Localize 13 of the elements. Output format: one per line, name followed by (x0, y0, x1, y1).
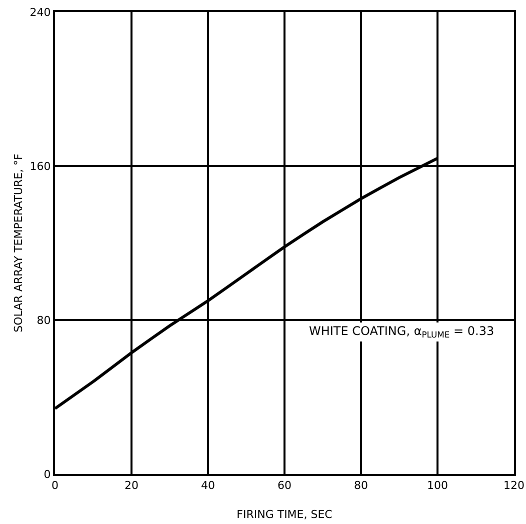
x-tick-label: 80 (354, 479, 368, 492)
x-tick-label: 20 (124, 479, 138, 492)
x-tick-label: 120 (504, 479, 524, 492)
y-axis-title: SOLAR ARRAY TEMPERATURE, °F (12, 154, 25, 332)
y-tick-label: 240 (30, 6, 51, 19)
x-tick-label: 100 (427, 479, 448, 492)
annotation: WHITE COATING, α$_{PLUME}$ = 0.33 (309, 324, 494, 340)
x-axis-title: FIRING TIME, SEC (236, 508, 333, 521)
y-tick-label: 80 (36, 314, 51, 327)
x-tick-label: 60 (278, 479, 292, 492)
y-tick-label: 160 (30, 160, 51, 173)
y-tick-label: 0 (44, 468, 51, 481)
x-tick-label: 40 (201, 479, 215, 492)
